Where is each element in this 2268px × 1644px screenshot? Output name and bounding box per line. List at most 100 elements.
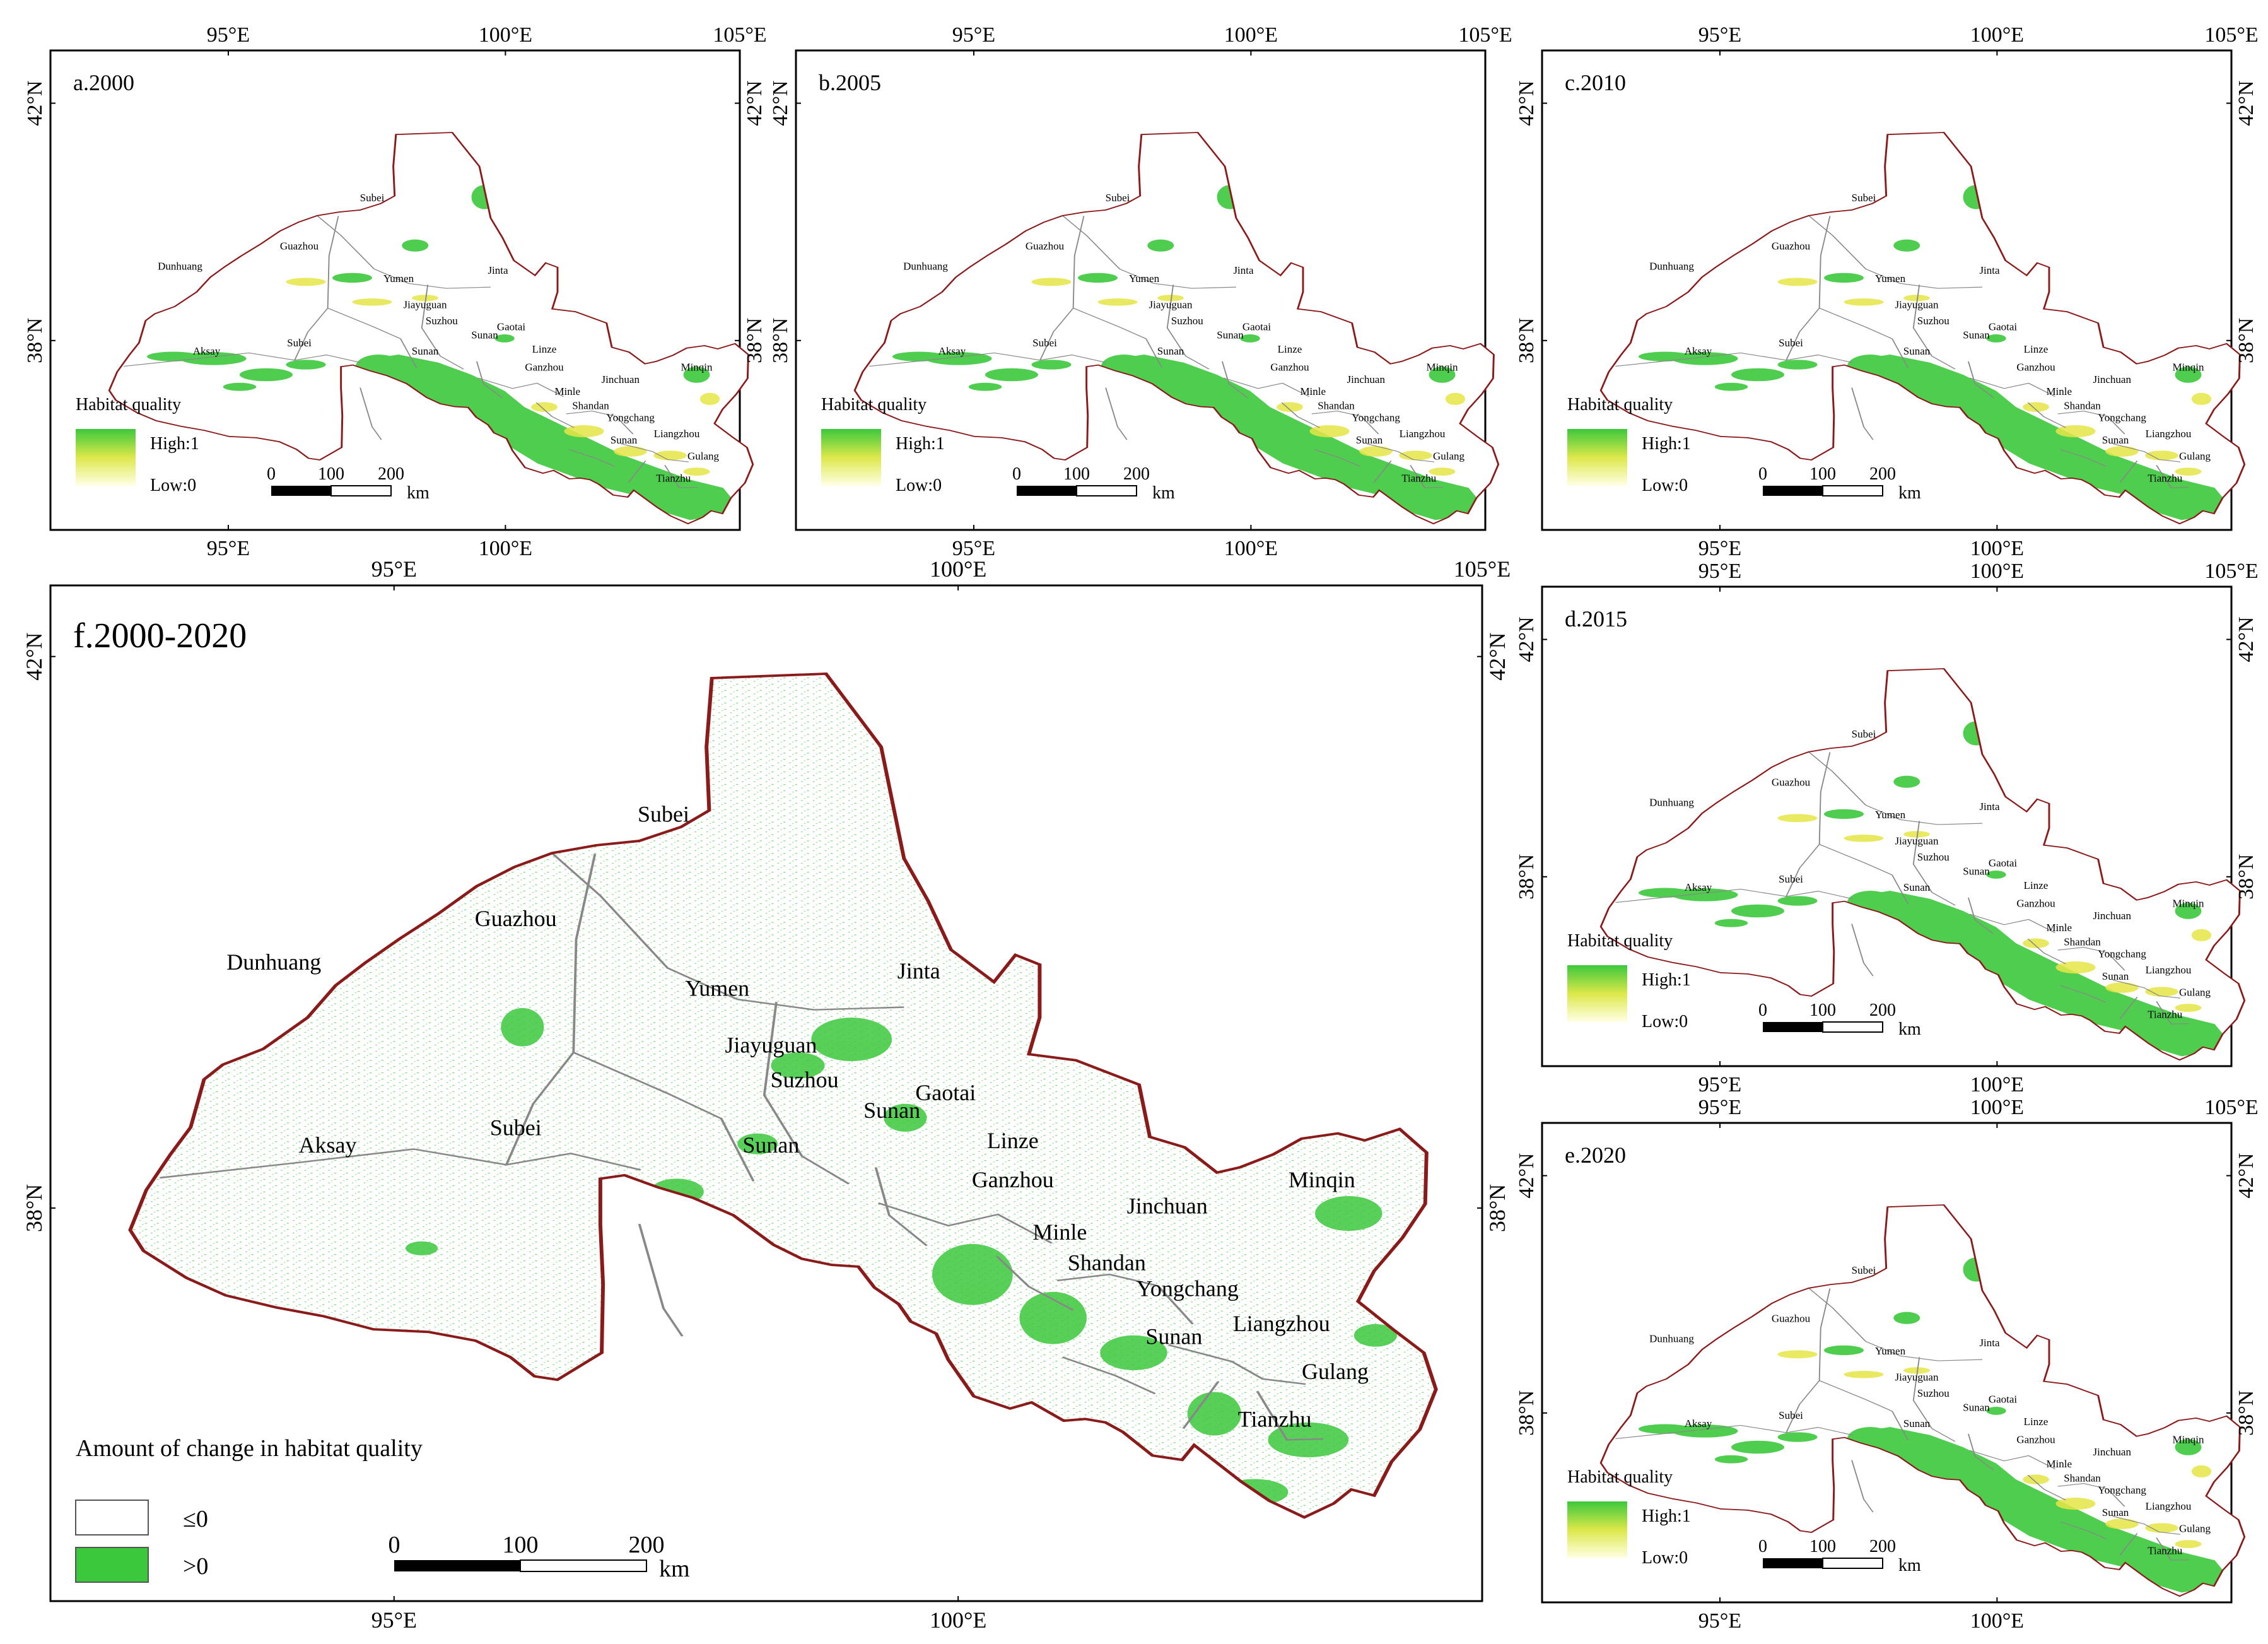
scalebar-tick: 200	[629, 1532, 665, 1558]
latitude-tick-label: 38°N	[743, 318, 766, 363]
place-label: Dunhuang	[1649, 797, 1694, 809]
place-label: Gulang	[1302, 1359, 1369, 1384]
place-label: Guazhou	[475, 906, 557, 931]
place-label: Yongchang	[2098, 412, 2146, 424]
place-label: Sunan	[863, 1098, 920, 1123]
place-label: Jinta	[1233, 264, 1254, 276]
legend-title: Habitat quality	[1567, 395, 1673, 414]
panel-b: b.2005 Subei Guazhou Dunhuang Yumen Jinta Jiay…	[769, 23, 1512, 560]
place-label: Minle	[1300, 385, 1326, 397]
latitude-tick-label: 38°N	[21, 1184, 47, 1232]
place-label: Tianzhu	[1401, 473, 1437, 484]
legend-gt0-label: >0	[183, 1553, 208, 1580]
longitude-tick-label: 100°E	[930, 1607, 986, 1633]
panel-d: d.2015 Subei Guazhou Dunhuang Yumen Jinta Jiay…	[1515, 560, 2259, 1096]
latitude-tick-label: 42°N	[23, 81, 47, 126]
place-label: Jinchuan	[2093, 373, 2132, 385]
panel-c: c.2010 Subei Guazhou Dunhuang Yumen Jinta Jiay…	[1515, 23, 2259, 560]
longitude-tick-label: 95°E	[1698, 1073, 1741, 1096]
place-label: Sunan	[2102, 970, 2129, 982]
longitude-tick-label: 95°E	[371, 556, 417, 582]
place-label: Sunan	[1903, 1418, 1931, 1430]
place-label: Dunhuang	[158, 261, 202, 273]
place-label: Gaotai	[1989, 321, 2018, 333]
panel-f: f.2000-2020 Subei Guazhou Dunhuang Yumen Jint…	[21, 556, 1511, 1633]
place-label: Aksay	[1685, 345, 1712, 357]
place-label: Yumen	[1875, 1345, 1906, 1357]
place-label: Sunan	[471, 329, 498, 341]
scalebar-unit: km	[1898, 483, 1921, 503]
scalebar-unit: km	[1898, 1019, 1921, 1039]
place-label: Gulang	[687, 450, 720, 462]
place-label: Shandan	[2064, 399, 2101, 411]
legend-title: Habitat quality	[76, 395, 181, 414]
place-label: Subei	[287, 337, 312, 349]
place-label: Jinchuan	[2093, 910, 2132, 922]
place-label: Minqin	[681, 361, 713, 373]
legend-low-label: Low:0	[1642, 476, 1688, 495]
scalebar-tick: 200	[1869, 1537, 1896, 1556]
place-label: Jiayuguan	[404, 298, 447, 310]
place-label: Minqin	[2172, 898, 2204, 910]
place-label: Aksay	[193, 345, 221, 357]
longitude-tick-label: 95°E	[1698, 560, 1741, 583]
legend-title: Amount of change in habitat quality	[76, 1435, 423, 1462]
place-label: Minqin	[1426, 361, 1458, 373]
scalebar-tick: 0	[389, 1532, 400, 1558]
place-label: Minle	[2046, 385, 2072, 397]
scalebar-white	[1076, 485, 1137, 496]
place-label: Sunan	[1145, 1324, 1202, 1349]
place-label: Sunan	[1963, 329, 1990, 341]
place-label: Jiayuguan	[1895, 1371, 1939, 1383]
place-label: Yumen	[1875, 809, 1906, 821]
scalebar-tick: 200	[378, 464, 404, 484]
scalebar-white	[330, 485, 392, 496]
place-label: Yongchang	[1352, 412, 1400, 424]
place-label: Gulang	[2179, 450, 2211, 462]
place-label: Tianzhu	[2148, 1009, 2183, 1021]
place-label: Linze	[987, 1128, 1039, 1153]
panel-title: e.2020	[1565, 1142, 1626, 1168]
place-label: Jinchuan	[1127, 1194, 1208, 1219]
place-label: Sunan	[1903, 345, 1931, 357]
legend-high-label: High:1	[1642, 434, 1691, 454]
longitude-tick-label: 100°E	[1970, 1073, 2024, 1096]
place-label: Minqin	[2172, 1434, 2204, 1446]
place-label: Aksay	[938, 345, 966, 357]
place-label: Sunan	[1963, 1401, 1990, 1413]
place-label: Guazhou	[1772, 777, 1811, 789]
scalebar-tick: 0	[1758, 1001, 1767, 1020]
place-label: Subei	[360, 192, 385, 204]
scalebar-white	[1822, 485, 1883, 496]
latitude-tick-label: 42°N	[2235, 1153, 2258, 1199]
place-label: Sunan	[1903, 881, 1931, 893]
legend-title: Habitat quality	[1567, 1467, 1673, 1487]
place-label: Jinta	[1979, 801, 2000, 813]
place-label: Jinta	[1979, 264, 2000, 276]
scalebar-tick: 200	[1869, 464, 1896, 484]
place-label: Minle	[2046, 1458, 2072, 1470]
place-label: Suzhou	[1917, 851, 1950, 863]
latitude-tick-label: 38°N	[769, 318, 792, 363]
place-label: Sunan	[1963, 865, 1990, 877]
scalebar-tick: 100	[503, 1532, 539, 1558]
longitude-tick-label: 95°E	[1698, 23, 1741, 47]
longitude-tick-label: 100°E	[479, 23, 532, 47]
place-label: Sunan	[1157, 345, 1184, 357]
place-label: Linze	[532, 343, 557, 355]
longitude-tick-label: 95°E	[952, 23, 995, 47]
place-label: Yumen	[1129, 273, 1160, 285]
scalebar-tick: 0	[1758, 464, 1767, 484]
place-label: Subei	[1106, 192, 1130, 204]
place-label: Shandan	[2064, 936, 2101, 948]
place-label: Linze	[1278, 343, 1302, 355]
place-label: Gaotai	[1989, 857, 2018, 869]
scalebar-white	[520, 1559, 647, 1572]
scalebar-white	[1822, 1021, 1883, 1033]
place-label: Subei	[490, 1115, 542, 1140]
longitude-tick-label: 105°E	[1454, 556, 1511, 582]
place-label: Jinta	[897, 958, 940, 983]
place-label: Jinchuan	[602, 373, 640, 385]
legend-high-label: High:1	[150, 434, 199, 454]
scalebar-tick: 100	[1809, 1537, 1836, 1556]
